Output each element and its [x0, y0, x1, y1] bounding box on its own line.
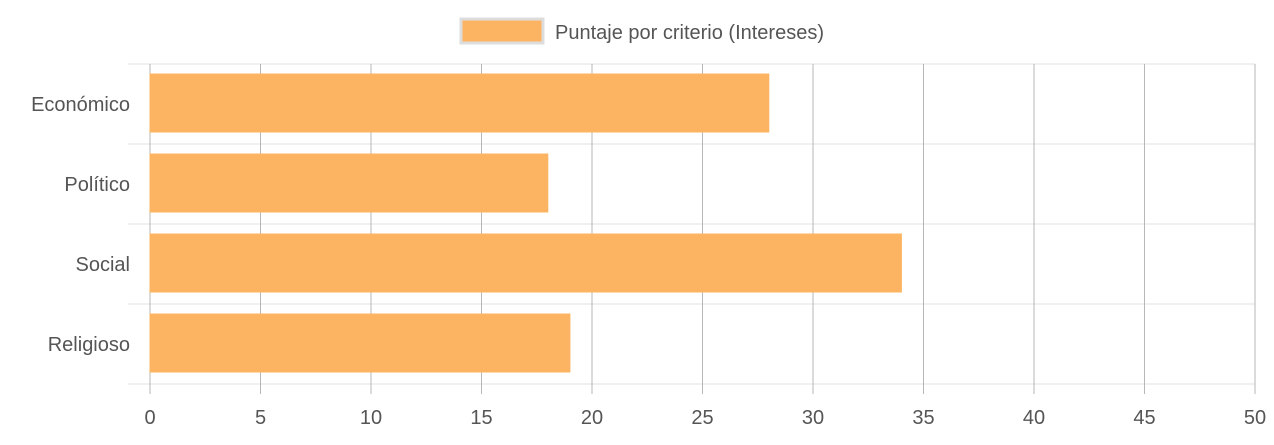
legend-swatch — [459, 17, 545, 45]
y-category-label: Religioso — [48, 334, 130, 356]
x-tick-label: 25 — [691, 407, 713, 429]
x-tick-label: 50 — [1244, 407, 1266, 429]
x-tick-label: 45 — [1133, 407, 1155, 429]
bar — [149, 313, 571, 373]
x-tick-label: 15 — [470, 407, 492, 429]
x-tick-label: 35 — [912, 407, 934, 429]
x-tick-label: 10 — [360, 407, 382, 429]
bar — [149, 153, 549, 213]
bar — [149, 233, 902, 293]
y-category-label: Social — [76, 254, 130, 276]
x-tick-label: 5 — [255, 407, 266, 429]
legend-label: Puntaje por criterio (Intereses) — [555, 22, 824, 44]
x-tick-label: 20 — [581, 407, 603, 429]
x-tick-label: 30 — [802, 407, 824, 429]
x-tick-label: 40 — [1023, 407, 1045, 429]
bar — [149, 73, 770, 133]
y-category-label: Político — [64, 174, 130, 196]
y-category-label: Económico — [31, 94, 130, 116]
x-tick-label: 0 — [144, 407, 155, 429]
